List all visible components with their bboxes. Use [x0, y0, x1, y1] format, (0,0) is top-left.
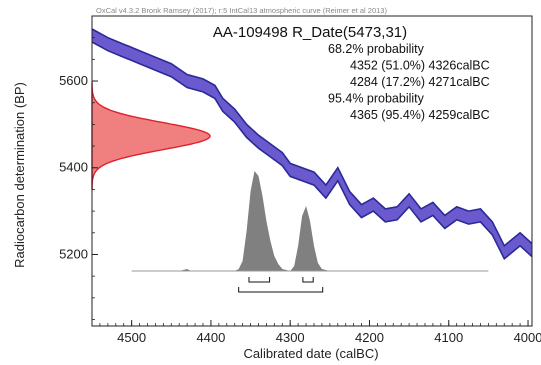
x-axis-title: Calibrated date (calBC)	[243, 346, 378, 361]
probability-line: 4352 (51.0%) 4326calBC	[350, 59, 490, 73]
posterior-distribution	[131, 171, 489, 271]
y-tick-label: 5400	[59, 160, 88, 175]
x-tick-label: 4300	[276, 330, 305, 345]
range-68-bracket	[248, 277, 271, 283]
probability-line: 4284 (17.2%) 4271calBC	[350, 75, 490, 89]
probability-line: 4365 (95.4%) 4259calBC	[350, 108, 490, 122]
calibration-curve-band	[92, 29, 532, 259]
x-tick-label: 4100	[434, 330, 463, 345]
probability-line: 95.4% probability	[328, 92, 425, 106]
probability-line: 68.2% probability	[328, 42, 425, 56]
oxcal-header: OxCal v4.3.2 Bronk Ramsey (2017); r:5 In…	[96, 6, 387, 15]
range-68-bracket	[302, 277, 314, 283]
x-tick-label: 4000	[514, 330, 541, 345]
y-tick-label: 5600	[59, 73, 88, 88]
range-95-bracket	[238, 287, 324, 293]
calibration-curve-lower	[91, 41, 533, 261]
calibration-curve-upper	[91, 28, 533, 248]
y-axis-title: Radiocarbon determination (BP)	[12, 82, 27, 268]
chart-title: AA-109498 R_Date(5473,31)	[213, 24, 407, 41]
measurement-distribution	[91, 82, 211, 190]
y-tick-label: 5200	[59, 246, 88, 261]
x-tick-label: 4500	[117, 330, 146, 345]
probability-legend: 68.2% probability 4352 (51.0%) 4326calBC 4…	[328, 42, 490, 122]
plot-frame	[91, 15, 533, 327]
x-tick-label: 4200	[355, 330, 384, 345]
x-tick-label: 4400	[196, 330, 225, 345]
